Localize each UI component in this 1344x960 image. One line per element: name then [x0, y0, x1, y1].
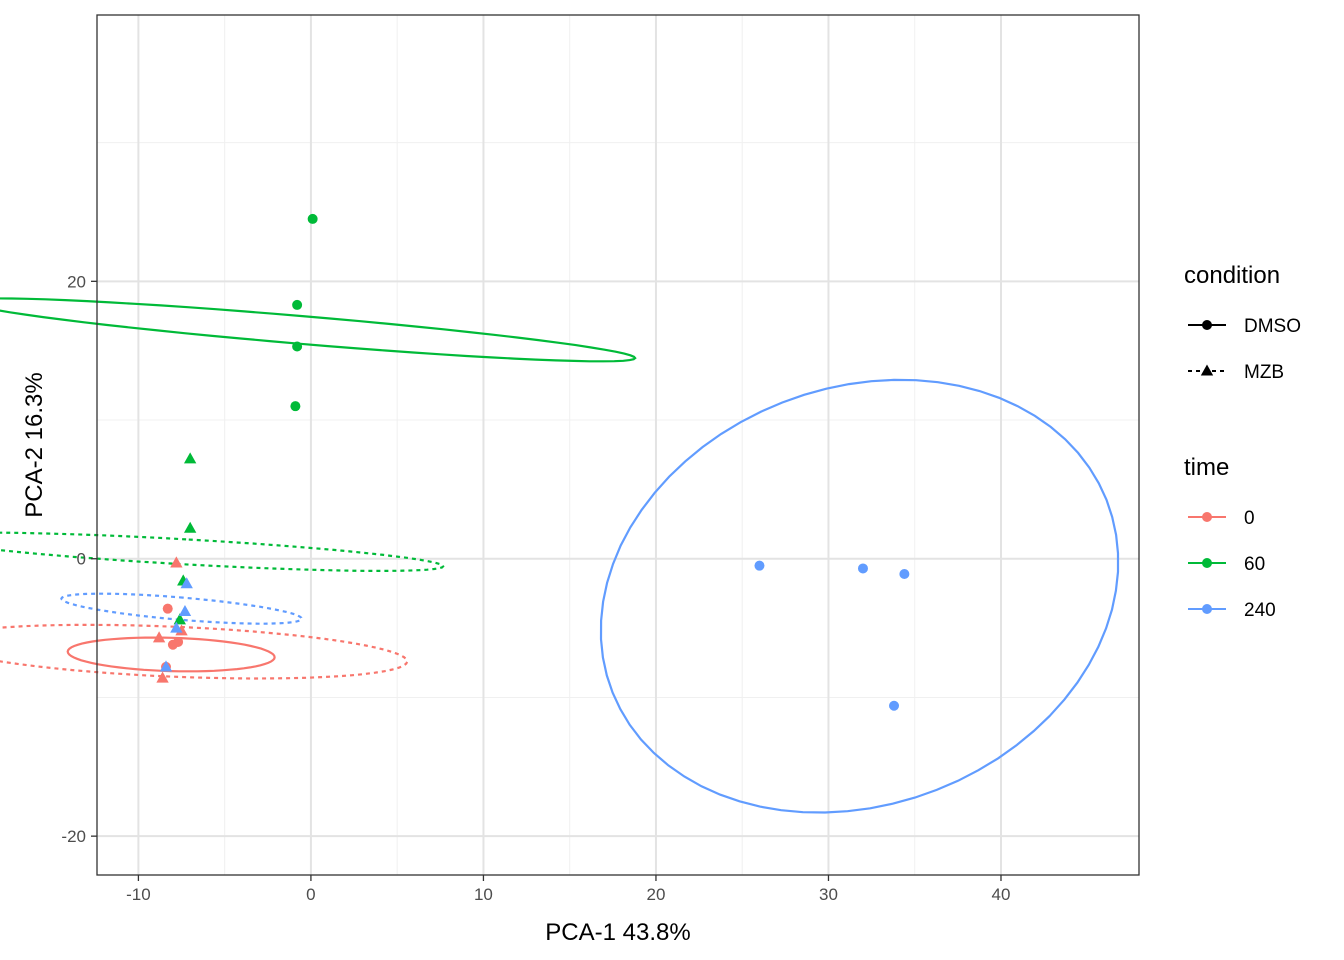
- legend-key-point-time-240: [1202, 604, 1212, 614]
- point-240-mzb: [159, 660, 173, 672]
- legend-key-circle: [1202, 320, 1212, 330]
- legend: condition DMSO MZB time 0 60 240: [1184, 262, 1301, 621]
- point-60-dmso: [290, 401, 301, 412]
- point-240-mzb: [178, 604, 192, 617]
- point-240-dmso: [889, 700, 900, 711]
- point-60-dmso: [292, 341, 303, 352]
- point-240-dmso: [754, 560, 765, 571]
- y-tick-label: 0: [77, 550, 86, 569]
- ellipse-240-dmso: [599, 378, 1120, 814]
- point-0-mzb: [152, 631, 166, 643]
- point-60-mzb: [183, 521, 197, 533]
- legend-label-mzb: MZB: [1244, 362, 1284, 383]
- x-tick-label: 30: [819, 885, 838, 904]
- x-tick-label: 20: [646, 885, 665, 904]
- legend-key-point-time-60: [1202, 558, 1212, 568]
- point-60-mzb: [183, 452, 197, 464]
- point-0-dmso: [162, 603, 173, 614]
- x-axis-title: PCA-1 43.8%: [545, 919, 690, 946]
- legend-title-time: time: [1184, 454, 1229, 481]
- grid-lines: [97, 15, 1139, 875]
- x-tick-label: 10: [474, 885, 493, 904]
- legend-title-condition: condition: [1184, 262, 1280, 289]
- point-240-dmso: [857, 563, 868, 574]
- data-points: [152, 213, 910, 711]
- point-240-mzb: [180, 577, 193, 589]
- y-axis-ticks: -20 0 20: [61, 272, 97, 846]
- point-0-mzb: [170, 556, 183, 568]
- point-60-dmso: [292, 299, 303, 310]
- legend-label-time-60: 60: [1244, 554, 1265, 575]
- x-tick-label: 40: [992, 885, 1011, 904]
- y-tick-label: -20: [61, 827, 86, 846]
- x-tick-label: -10: [126, 885, 151, 904]
- x-tick-label: 0: [306, 885, 315, 904]
- legend-label-time-240: 240: [1244, 600, 1276, 621]
- point-0-mzb: [175, 624, 188, 636]
- x-axis-ticks: -10 0 10 20 30 40: [126, 875, 1010, 904]
- panel-border: [96, 14, 1140, 876]
- y-axis-title: PCA-2 16.3%: [21, 372, 48, 517]
- y-tick-label: 20: [67, 272, 86, 291]
- ellipse-240-mzb: [60, 592, 303, 625]
- legend-key-point-time-0: [1202, 512, 1212, 522]
- point-60-dmso: [307, 213, 318, 224]
- legend-label-dmso: DMSO: [1244, 316, 1301, 337]
- point-60-mzb: [173, 613, 186, 625]
- legend-label-time-0: 0: [1244, 508, 1255, 529]
- legend-key-triangle: [1200, 364, 1214, 376]
- point-0-mzb: [156, 671, 169, 683]
- point-240-dmso: [899, 569, 910, 579]
- point-0-dmso: [173, 636, 184, 647]
- point-240-mzb: [170, 621, 183, 633]
